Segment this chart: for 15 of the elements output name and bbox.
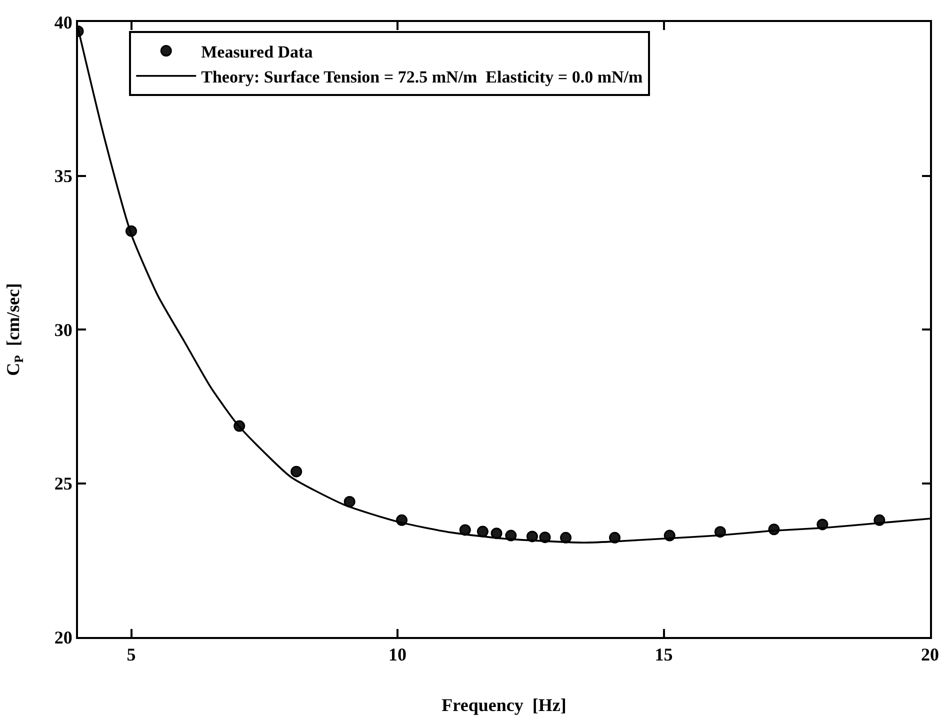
y-tick-label: 35 — [54, 166, 72, 186]
x-tick-label: 15 — [654, 644, 673, 665]
legend-label: Theory: Surface Tension = 72.5 mN/m Elasticity = 0.0 mN/m — [201, 68, 643, 87]
y-tick-label: 25 — [54, 474, 72, 494]
y-tick-label: 20 — [54, 627, 72, 648]
y-tick-label: 30 — [54, 320, 72, 340]
x-axis-title: Frequency [Hz] — [442, 695, 566, 716]
x-tick-label: 10 — [388, 644, 406, 665]
point — [344, 496, 356, 508]
legend-label: Measured Data — [201, 42, 314, 62]
x-tick-label: 20 — [921, 644, 939, 665]
y-tick-label: 40 — [54, 12, 72, 32]
point — [476, 526, 488, 538]
point — [290, 466, 302, 478]
x-tick-label: 5 — [126, 644, 136, 665]
